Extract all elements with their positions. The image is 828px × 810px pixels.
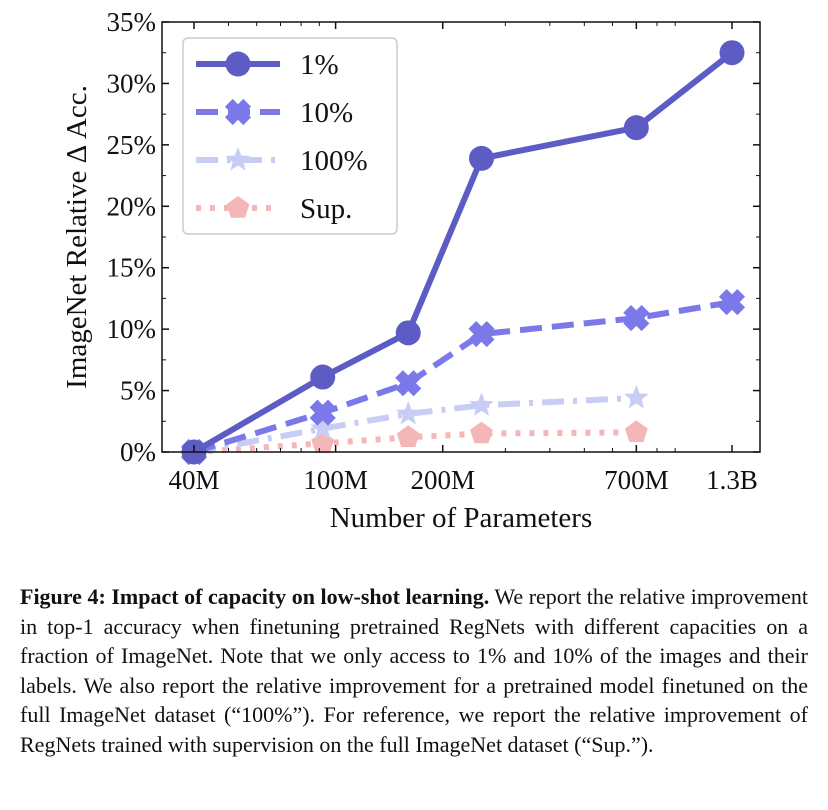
legend-label: 10% [300,97,353,129]
marker-shape [718,289,746,316]
x-tick-label: 40M [168,465,219,495]
x-tick-label: 200M [410,465,475,495]
legend-entry: 10% [196,97,353,129]
data-point-x [623,305,650,332]
data-point-star [395,400,421,425]
data-point-circle [225,51,251,77]
data-point-circle [719,40,745,66]
data-point-circle [468,145,494,171]
caption-title: Impact of capacity on low-shot learning. [111,584,490,609]
marker-shape [395,370,422,397]
series-layer [180,40,746,466]
marker-shape [468,320,495,348]
marker-shape [309,399,336,426]
legend: 1% 10% 100% Sup. [182,37,398,235]
y-tick-label: 10% [107,314,157,344]
data-point-circle [310,364,336,390]
y-tick-label: 20% [107,191,157,221]
series-10 [180,289,746,466]
figure-caption: Figure 4: Impact of capacity on low-shot… [20,582,808,759]
y-tick-label: 0% [120,437,156,467]
y-tick-label: 35% [107,7,157,37]
data-point-x [224,98,252,126]
axis-layer: 0% 5% 10% 15% 20% 25% 30% 35% 40M 100M 200M 700M 1.3… [107,7,760,495]
legend-label: 1% [300,49,339,81]
data-point-pentagon [396,425,420,447]
data-point-x [309,399,336,426]
data-point-circle [395,320,421,346]
chart: 0% 5% 10% 15% 20% 25% 30% 35% 40M 100M 200M 700M 1.3… [61,7,761,534]
x-tick-label: 1.3B [706,465,758,495]
legend-label: Sup. [300,193,352,225]
data-point-star [623,384,649,409]
legend-box [182,37,398,235]
y-tick-label: 15% [107,253,157,283]
marker-shape [623,305,650,332]
y-tick-label: 25% [107,130,157,160]
data-point-x [468,320,495,348]
data-point-pentagon [624,420,648,443]
legend-entry: Sup. [196,193,352,225]
marker-shape [224,98,252,126]
data-point-pentagon [226,196,250,218]
series-line [193,299,733,455]
y-tick-label: 5% [120,376,156,406]
x-tick-label: 700M [604,465,669,495]
data-point-x [718,289,746,316]
legend-entry: 100% [196,145,368,177]
y-axis-label: ImageNet Relative Δ Acc. [61,85,93,389]
caption-text: We report the relative improvement in to… [20,584,809,757]
data-point-star [469,392,494,416]
data-point-x [395,370,422,397]
caption-label: Figure 4: [20,584,106,609]
data-point-pentagon [311,431,335,454]
data-point-circle [623,115,649,141]
data-point-star [225,147,251,171]
legend-entry: 1% [196,49,339,81]
x-axis-label: Number of Parameters [330,502,593,534]
data-point-star [310,415,336,440]
data-point-pentagon [470,421,493,444]
series-line [192,50,734,455]
x-tick-label: 100M [303,465,368,495]
legend-label: 100% [300,145,368,177]
y-tick-label: 30% [107,68,157,98]
